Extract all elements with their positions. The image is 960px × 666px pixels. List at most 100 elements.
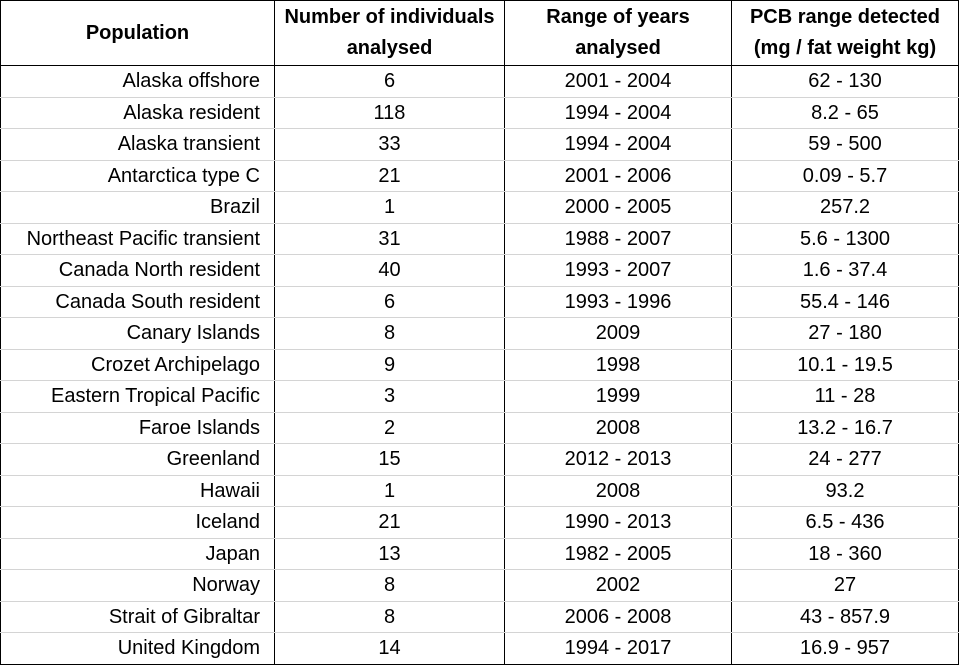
cell-pcb-range: 93.2 [731, 475, 959, 507]
table-row: Canary Islands 8 2009 27 - 180 [0, 317, 959, 350]
cell-years: 2001 - 2004 [504, 65, 732, 98]
cell-population: Northeast Pacific transient [0, 223, 275, 255]
cell-population: Eastern Tropical Pacific [0, 380, 275, 413]
cell-pcb-range: 13.2 - 16.7 [731, 412, 959, 444]
cell-pcb-range: 6.5 - 436 [731, 506, 959, 539]
cell-population: Alaska offshore [0, 65, 275, 98]
cell-years: 1999 [504, 380, 732, 413]
cell-pcb-range: 18 - 360 [731, 538, 959, 570]
table-body: Alaska offshore 6 2001 - 2004 62 - 130 Alask… [0, 65, 959, 665]
cell-pcb-range: 5.6 - 1300 [731, 223, 959, 255]
cell-individuals: 8 [274, 601, 505, 633]
cell-individuals: 40 [274, 254, 505, 287]
table-row: Alaska offshore 6 2001 - 2004 62 - 130 [0, 65, 959, 98]
table-header: Population Number of individuals analyse… [0, 0, 959, 66]
header-years: Range of years analysed [504, 0, 732, 66]
cell-years: 2002 [504, 569, 732, 602]
cell-pcb-range: 11 - 28 [731, 380, 959, 413]
cell-individuals: 8 [274, 317, 505, 350]
cell-population: Greenland [0, 443, 275, 476]
cell-years: 2008 [504, 475, 732, 507]
cell-population: Canary Islands [0, 317, 275, 350]
header-pcb-range: PCB range detected (mg / fat weight kg) [731, 0, 959, 66]
cell-individuals: 2 [274, 412, 505, 444]
cell-individuals: 15 [274, 443, 505, 476]
cell-years: 1982 - 2005 [504, 538, 732, 570]
cell-years: 1988 - 2007 [504, 223, 732, 255]
table-row: Alaska resident 118 1994 - 2004 8.2 - 65 [0, 97, 959, 129]
cell-population: Antarctica type C [0, 160, 275, 192]
cell-years: 1998 [504, 349, 732, 381]
cell-population: Strait of Gibraltar [0, 601, 275, 633]
cell-years: 2008 [504, 412, 732, 444]
cell-individuals: 21 [274, 506, 505, 539]
table-row: Crozet Archipelago 9 1998 10.1 - 19.5 [0, 349, 959, 381]
cell-years: 2009 [504, 317, 732, 350]
table-row: Canada North resident 40 1993 - 2007 1.6 - … [0, 254, 959, 287]
cell-years: 1993 - 1996 [504, 286, 732, 318]
cell-pcb-range: 0.09 - 5.7 [731, 160, 959, 192]
cell-individuals: 6 [274, 65, 505, 98]
table-row: Norway 8 2002 27 [0, 569, 959, 602]
table-row: United Kingdom 14 1994 - 2017 16.9 - 957 [0, 632, 959, 665]
cell-individuals: 118 [274, 97, 505, 129]
cell-pcb-range: 62 - 130 [731, 65, 959, 98]
cell-population: Alaska resident [0, 97, 275, 129]
cell-population: Alaska transient [0, 128, 275, 161]
cell-individuals: 6 [274, 286, 505, 318]
cell-population: Canada South resident [0, 286, 275, 318]
table-row: Iceland 21 1990 - 2013 6.5 - 436 [0, 506, 959, 539]
cell-population: Brazil [0, 191, 275, 224]
cell-years: 1990 - 2013 [504, 506, 732, 539]
table-row: Alaska transient 33 1994 - 2004 59 - 500 [0, 128, 959, 161]
cell-population: United Kingdom [0, 632, 275, 665]
cell-pcb-range: 10.1 - 19.5 [731, 349, 959, 381]
cell-individuals: 31 [274, 223, 505, 255]
cell-individuals: 33 [274, 128, 505, 161]
cell-years: 2000 - 2005 [504, 191, 732, 224]
cell-pcb-range: 59 - 500 [731, 128, 959, 161]
cell-population: Canada North resident [0, 254, 275, 287]
table-row: Canada South resident 6 1993 - 1996 55.4 - … [0, 286, 959, 318]
cell-years: 1994 - 2017 [504, 632, 732, 665]
cell-individuals: 1 [274, 475, 505, 507]
header-individuals: Number of individuals analysed [274, 0, 505, 66]
table-row: Strait of Gibraltar 8 2006 - 2008 43 - 857.… [0, 601, 959, 633]
table-row: Japan 13 1982 - 2005 18 - 360 [0, 538, 959, 570]
table-row: Faroe Islands 2 2008 13.2 - 16.7 [0, 412, 959, 444]
table-row: Brazil 1 2000 - 2005 257.2 [0, 191, 959, 224]
cell-pcb-range: 257.2 [731, 191, 959, 224]
cell-individuals: 3 [274, 380, 505, 413]
cell-years: 2012 - 2013 [504, 443, 732, 476]
cell-pcb-range: 43 - 857.9 [731, 601, 959, 633]
header-population: Population [0, 0, 275, 66]
cell-population: Iceland [0, 506, 275, 539]
cell-population: Crozet Archipelago [0, 349, 275, 381]
cell-population: Japan [0, 538, 275, 570]
cell-pcb-range: 27 - 180 [731, 317, 959, 350]
cell-years: 2006 - 2008 [504, 601, 732, 633]
cell-individuals: 14 [274, 632, 505, 665]
cell-individuals: 8 [274, 569, 505, 602]
header-row: Population Number of individuals analyse… [0, 0, 959, 66]
cell-population: Norway [0, 569, 275, 602]
table-row: Northeast Pacific transient 31 1988 - 2007… [0, 223, 959, 255]
cell-pcb-range: 8.2 - 65 [731, 97, 959, 129]
cell-pcb-range: 16.9 - 957 [731, 632, 959, 665]
table-row: Antarctica type C 21 2001 - 2006 0.09 - 5.7 [0, 160, 959, 192]
cell-individuals: 1 [274, 191, 505, 224]
cell-population: Hawaii [0, 475, 275, 507]
table-row: Greenland 15 2012 - 2013 24 - 277 [0, 443, 959, 476]
cell-individuals: 9 [274, 349, 505, 381]
cell-pcb-range: 27 [731, 569, 959, 602]
cell-pcb-range: 1.6 - 37.4 [731, 254, 959, 287]
table-row: Eastern Tropical Pacific 3 1999 11 - 28 [0, 380, 959, 413]
cell-pcb-range: 24 - 277 [731, 443, 959, 476]
table-row: Hawaii 1 2008 93.2 [0, 475, 959, 507]
cell-years: 1994 - 2004 [504, 128, 732, 161]
cell-individuals: 13 [274, 538, 505, 570]
cell-years: 1994 - 2004 [504, 97, 732, 129]
cell-individuals: 21 [274, 160, 505, 192]
cell-population: Faroe Islands [0, 412, 275, 444]
